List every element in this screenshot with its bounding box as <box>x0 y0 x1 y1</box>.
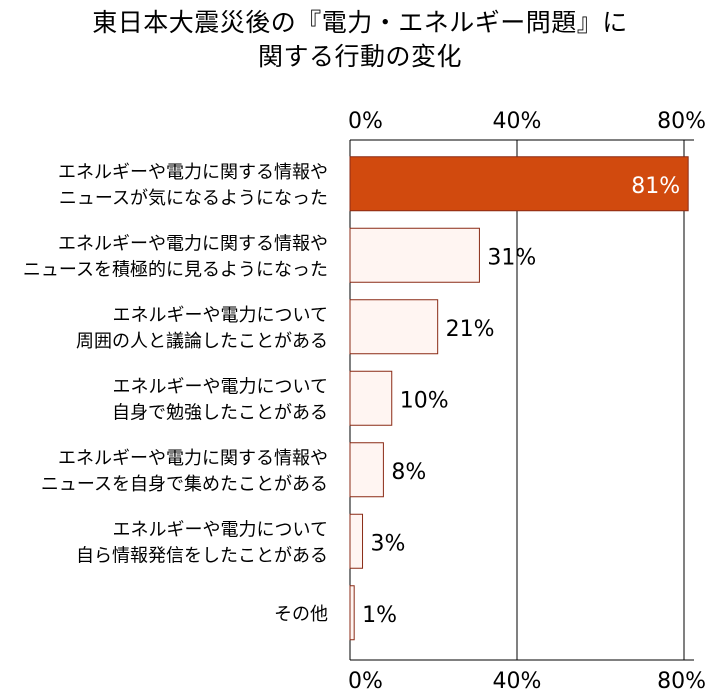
category-label-0-0: エネルギーや電力に関する情報や <box>58 162 328 183</box>
top-tick-label-1: 40% <box>493 109 542 134</box>
category-label-5-0: エネルギーや電力について <box>113 519 328 540</box>
category-label-3-1: 自身で勉強したことがある <box>112 402 328 423</box>
bar-3 <box>349 370 393 426</box>
value-label-0: 81% <box>631 174 680 199</box>
bar-0 <box>349 156 689 212</box>
bottom-tick-label-0: 0% <box>348 669 383 694</box>
value-label-5: 3% <box>371 531 406 556</box>
category-label-4-0: エネルギーや電力に関する情報や <box>58 448 328 469</box>
value-label-6: 1% <box>362 603 397 628</box>
category-label-1-0: エネルギーや電力に関する情報や <box>58 233 328 254</box>
category-label-0-1: ニュースが気になるようになった <box>59 188 328 209</box>
category-label-4-1: ニュースを自身で集めたことがある <box>41 474 328 495</box>
value-label-4: 8% <box>391 460 426 485</box>
category-label-6-0: その他 <box>274 604 328 625</box>
bar-1 <box>349 227 480 283</box>
bottom-tick-label-1: 40% <box>493 669 542 694</box>
value-label-1: 31% <box>487 245 536 270</box>
chart-title: 東日本大震災後の『電力・エネルギー問題』に 関する行動の変化 <box>0 6 720 74</box>
category-label-2-0: エネルギーや電力について <box>113 305 328 326</box>
value-label-3: 10% <box>400 388 449 413</box>
bottom-tick-label-2: 80% <box>657 669 706 694</box>
category-label-5-1: 自ら情報発信をしたことがある <box>76 545 328 566</box>
top-tick-label-2: 80% <box>657 109 706 134</box>
chart-title-line-2: 関する行動の変化 <box>257 42 462 71</box>
category-label-1-1: ニュースを積極的に見るようになった <box>23 259 328 280</box>
value-label-2: 21% <box>446 317 495 342</box>
bar-4 <box>349 442 384 498</box>
top-tick-label-0: 0% <box>348 109 383 134</box>
category-label-3-0: エネルギーや電力について <box>113 376 328 397</box>
bar-6 <box>349 585 355 641</box>
bar-2 <box>349 299 439 355</box>
bar-5 <box>349 513 364 569</box>
category-label-2-1: 周囲の人と議論したことがある <box>76 331 328 352</box>
chart-title-line-1: 東日本大震災後の『電力・エネルギー問題』に <box>92 8 628 37</box>
